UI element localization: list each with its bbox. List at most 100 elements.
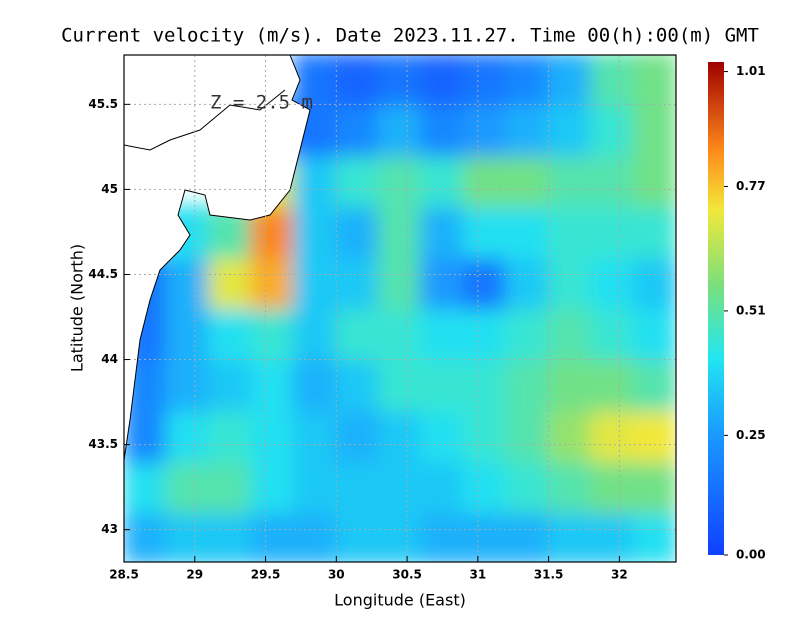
speed-cell (547, 154, 593, 208)
plot-frame (123, 54, 677, 563)
speed-cell (335, 511, 380, 562)
speed-cell (462, 55, 508, 106)
speed-cell (250, 358, 295, 412)
speed-cell (377, 358, 423, 412)
field (124, 55, 676, 562)
speed-cell (547, 358, 593, 412)
x-tick-label: 30 (328, 568, 345, 582)
speed-cell (505, 511, 550, 562)
x-tick-label: 30.5 (392, 568, 422, 582)
speed-cell (590, 103, 635, 157)
speed-cell (632, 154, 676, 208)
y-tick-label: 43 (101, 522, 118, 536)
colorbar-tick-label: 0.25 (736, 428, 766, 442)
speed-cell (590, 358, 635, 412)
speed-cell (207, 256, 253, 310)
speed-cell (505, 205, 550, 259)
speed-cell (420, 307, 465, 361)
speed-cell (377, 307, 423, 361)
speed-cell (377, 154, 423, 208)
speed-cell (377, 409, 423, 463)
x-tick-label: 31 (469, 568, 486, 582)
speed-cell (505, 154, 550, 208)
y-axis-label: Latitude (North) (68, 244, 87, 372)
speed-cell (590, 460, 635, 514)
speed-cell (124, 409, 168, 463)
speed-cell (547, 205, 593, 259)
speed-cell (462, 103, 508, 157)
speed-cell (547, 511, 593, 562)
speed-cell (505, 307, 550, 361)
speed-cell (165, 256, 210, 310)
speed-cell (250, 511, 295, 562)
speed-cell (462, 154, 508, 208)
speed-cell (547, 307, 593, 361)
speed-cell (590, 307, 635, 361)
speed-cell (292, 460, 338, 514)
speed-cell (547, 409, 593, 463)
y-tick-label: 44.5 (88, 267, 118, 281)
speed-cell (420, 154, 465, 208)
border (124, 89, 286, 151)
speed-cell (462, 358, 508, 412)
x-tick-label: 28.5 (109, 568, 139, 582)
speed-cell (505, 55, 550, 106)
speed-cell (335, 460, 380, 514)
speed-cell (377, 460, 423, 514)
speed-cell (292, 307, 338, 361)
speed-cell (590, 55, 635, 106)
speed-cell (590, 205, 635, 259)
colorbar (708, 62, 724, 555)
coastline (124, 55, 311, 461)
speed-cell (165, 409, 210, 463)
speed-cell (124, 511, 168, 562)
speed-cell (250, 409, 295, 463)
speed-cell (632, 256, 676, 310)
speed-cell (165, 358, 210, 412)
grid (123, 55, 676, 562)
speed-cell (377, 511, 423, 562)
speed-cell (420, 103, 465, 157)
colorbar-tick-label: 0.51 (736, 303, 766, 317)
speed-cell (420, 205, 465, 259)
y-tick-label: 43.5 (88, 437, 118, 451)
y-tick-label: 45.5 (88, 97, 118, 111)
speed-cell (165, 511, 210, 562)
speed-cell (207, 409, 253, 463)
speed-cell (335, 55, 380, 106)
depth-label: Z = 2.5 m (210, 92, 313, 114)
x-tick-label: 29 (186, 568, 203, 582)
speed-cell (335, 205, 380, 259)
speed-cell (547, 103, 593, 157)
speed-cell (250, 460, 295, 514)
speed-cell (632, 205, 676, 259)
speed-cell (292, 358, 338, 412)
speed-cell (292, 511, 338, 562)
speed-cell (377, 205, 423, 259)
speed-cell (207, 358, 253, 412)
speed-cell (377, 256, 423, 310)
speed-cell (462, 307, 508, 361)
speed-cell (335, 409, 380, 463)
speed-cell (505, 103, 550, 157)
speed-cell (207, 511, 253, 562)
speed-cell (505, 460, 550, 514)
speed-cell (377, 55, 423, 106)
speed-cell (377, 103, 423, 157)
speed-cell (124, 460, 168, 514)
speed-cell (632, 460, 676, 514)
speed-cell (165, 460, 210, 514)
colorbar-tick-label: 0.00 (736, 548, 766, 562)
speed-cell (632, 511, 676, 562)
speed-cell (632, 103, 676, 157)
speed-cell (462, 460, 508, 514)
speed-cell (590, 154, 635, 208)
x-tick-label: 31.5 (534, 568, 564, 582)
x-tick-label: 32 (611, 568, 628, 582)
speed-cell (420, 55, 465, 106)
speed-cell (547, 460, 593, 514)
colorbar-tick-label: 1.01 (736, 64, 766, 78)
speed-cell (335, 307, 380, 361)
speed-cell (632, 55, 676, 106)
